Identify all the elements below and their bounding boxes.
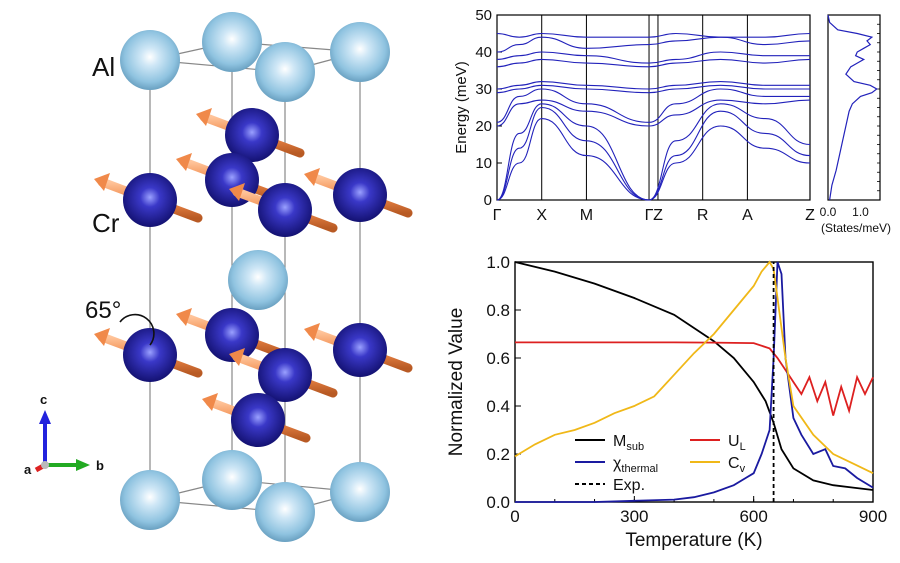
- al-atom: [330, 462, 390, 522]
- legend-label: Cv: [728, 455, 746, 475]
- axis-c-label: c: [40, 392, 47, 407]
- y-tick-label: 0: [484, 192, 492, 209]
- legend-item: Cv: [690, 455, 746, 475]
- x-axis-label: Temperature (K): [625, 530, 762, 551]
- x-tick-label: 0: [510, 507, 519, 526]
- legend-item: Msub: [575, 433, 644, 453]
- y-tick-label: 0.4: [486, 397, 510, 416]
- y-tick-label: 0.0: [486, 493, 510, 512]
- x-tick-label: 300: [620, 507, 648, 526]
- legend-label: Msub: [613, 433, 644, 453]
- x-tick-label: 600: [739, 507, 767, 526]
- b-axis-arrow-icon: [76, 459, 90, 471]
- y-tick-label: 0.6: [486, 349, 510, 368]
- phonon-band: [496, 103, 811, 201]
- series-line: [515, 341, 874, 416]
- phonon-band: [496, 81, 810, 90]
- y-tick-label: 40: [475, 44, 492, 61]
- al-atom: [255, 482, 315, 542]
- series-line: [515, 261, 874, 503]
- axis-b-label: b: [96, 458, 104, 473]
- al-atom: [255, 42, 315, 102]
- legend-label: χthermal: [613, 455, 658, 475]
- phonon-band: [496, 88, 810, 123]
- kpoint-label: Z: [805, 207, 815, 224]
- al-atom: [120, 470, 180, 530]
- cr-label: Cr: [92, 208, 120, 238]
- dos-x-tick-label: 1.0: [852, 205, 869, 219]
- phonon-band: [496, 32, 811, 38]
- angle-arc: [119, 313, 155, 346]
- phonon-band: [496, 84, 810, 94]
- al-label: Al: [92, 52, 115, 82]
- phonon-band: [496, 58, 811, 68]
- cr-atom: [258, 348, 312, 402]
- al-atom: [202, 450, 262, 510]
- axis-a-label: a: [24, 462, 32, 477]
- cr-atom: [333, 323, 387, 377]
- thermal-properties-plot: 0 300 600 900 0.0 0.2 0.4 0.6 0.8 1.0 Temperature …: [446, 253, 887, 551]
- phonon-band: [496, 118, 811, 201]
- y-tick-label: 0.8: [486, 301, 510, 320]
- crystal-structure: Al Cr 65° c b a: [24, 12, 413, 542]
- c-axis-arrow-icon: [39, 410, 51, 424]
- cr-atom: [123, 328, 177, 382]
- kpoint-label: M: [580, 207, 593, 224]
- legend-label: UL: [728, 433, 746, 453]
- cr-atom: [123, 173, 177, 227]
- al-atom: [330, 22, 390, 82]
- dos-x-tick-label: 0.0: [820, 205, 837, 219]
- cr-atom: [231, 393, 285, 447]
- al-atom: [228, 250, 288, 310]
- thermal-frame: [514, 261, 874, 503]
- y-axis-label: Energy (meV): [453, 61, 470, 154]
- phonon-dos-plot: 0.0 1.0 (States/meV): [820, 14, 891, 235]
- legend-item: Exp.: [575, 477, 645, 494]
- phonon-band: [496, 99, 811, 127]
- cr-atom: [225, 108, 279, 162]
- phonon-band: [496, 51, 810, 64]
- y-tick-label: 1.0: [486, 253, 510, 272]
- y-tick-label: 0.2: [486, 445, 510, 464]
- legend-item: χthermal: [575, 455, 658, 475]
- dispersion-frame: [496, 14, 811, 201]
- kpoint-label: Z: [653, 207, 663, 224]
- kpoint-label: A: [742, 207, 753, 224]
- atoms: [94, 12, 413, 542]
- legend-label: Exp.: [613, 477, 645, 494]
- cr-atom: [333, 168, 387, 222]
- legend-item: UL: [690, 433, 746, 453]
- y-tick-label: 20: [475, 118, 492, 135]
- dos-x-axis-label: (States/meV): [821, 221, 891, 235]
- al-atom: [202, 12, 262, 72]
- x-tick-label: 900: [859, 507, 887, 526]
- kpoint-label: Γ: [493, 207, 502, 224]
- angle-label: 65°: [85, 297, 121, 324]
- kpoint-label: Γ: [645, 207, 654, 224]
- dos-curve: [827, 14, 878, 201]
- axes-origin: [41, 461, 49, 469]
- y-tick-label: 30: [475, 81, 492, 98]
- series-line: [514, 261, 874, 491]
- series-line: [514, 260, 874, 475]
- cr-atom: [205, 308, 259, 362]
- cr-atom: [258, 183, 312, 237]
- al-atom: [120, 30, 180, 90]
- kpoint-label: R: [697, 207, 709, 224]
- y-tick-label: 50: [475, 7, 492, 24]
- phonon-band: [496, 36, 811, 53]
- y-axis-label: Normalized Value: [446, 308, 467, 457]
- y-tick-label: 10: [475, 155, 492, 172]
- kpoint-label: X: [536, 207, 547, 224]
- axes-triad: c b a: [24, 392, 104, 477]
